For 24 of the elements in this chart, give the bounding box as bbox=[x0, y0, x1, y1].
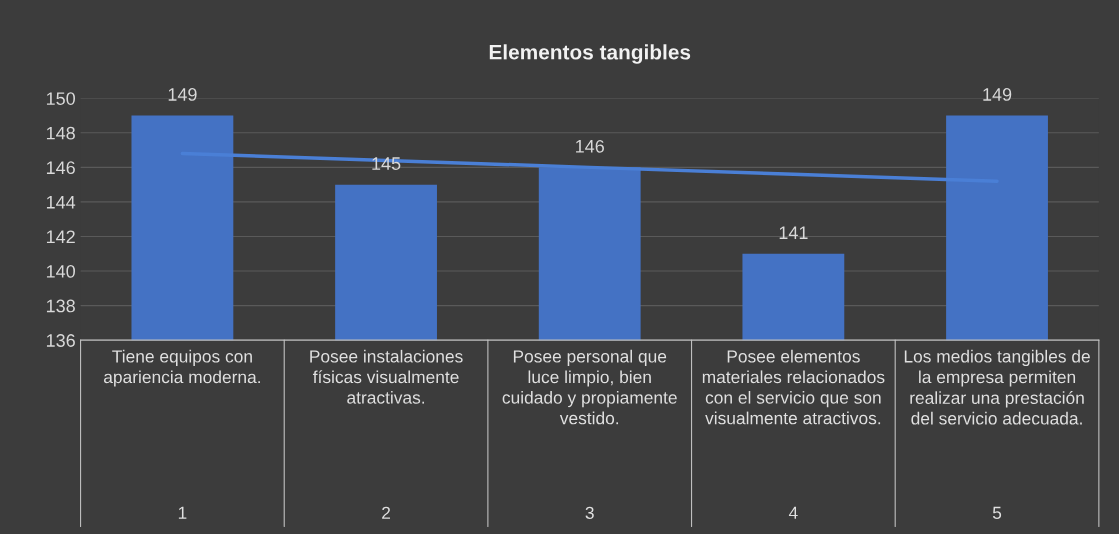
data-label: 141 bbox=[779, 226, 808, 239]
text: 3 bbox=[585, 506, 594, 519]
y-tick-label: 150 bbox=[46, 92, 75, 105]
y-tick-label: 142 bbox=[46, 230, 75, 244]
data-label: 146 bbox=[576, 139, 604, 153]
line-series bbox=[180, 151, 999, 183]
text: 5 bbox=[992, 506, 1002, 519]
x-tick-label: Posee instalaciones físicas visualmente atractivas. bbox=[310, 349, 463, 404]
data-label: 149 bbox=[983, 88, 1012, 101]
y-tick-label: 136 bbox=[46, 334, 75, 347]
text: 1 bbox=[178, 506, 187, 519]
data-label: 149 bbox=[168, 88, 197, 101]
x-tick-label: Posee personal que luce limpio, bien cuidado y propiamente vestido. bbox=[502, 349, 677, 425]
text: 2 bbox=[382, 506, 391, 519]
x-tick-label: Los medios tangibles de la empresa permiten realizar una prestación del servicio adecuada. bbox=[904, 349, 1090, 425]
y-tick-label: 146 bbox=[46, 161, 75, 175]
y-tick-label: 148 bbox=[46, 126, 75, 140]
y-tick-label: 140 bbox=[46, 264, 75, 278]
x-tick-label: Tiene equipos con apariencia moderna. bbox=[104, 349, 260, 387]
x-tick-label: Posee elementos materiales relacionados con el servicio que son visualmente atractivos. bbox=[702, 349, 885, 425]
chart-title: Elementos tangibles bbox=[489, 44, 691, 64]
y-tick-label: 144 bbox=[46, 196, 76, 209]
y-tick-label: 138 bbox=[46, 299, 75, 313]
text: 4 bbox=[788, 506, 798, 519]
